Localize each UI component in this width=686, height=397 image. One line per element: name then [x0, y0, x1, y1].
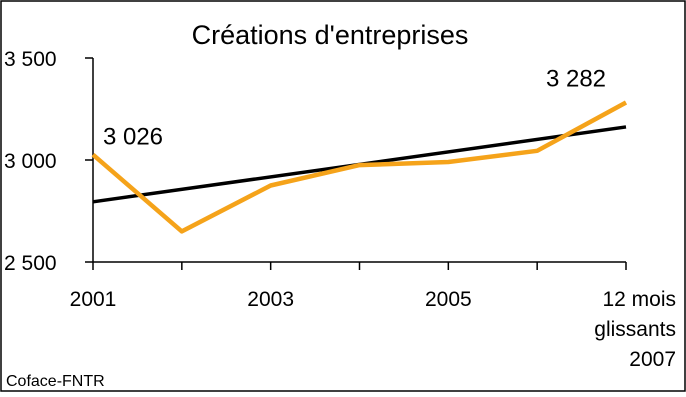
chart-title: Créations d'entreprises — [192, 20, 469, 50]
series-line — [91, 100, 628, 234]
data-label: 3 282 — [546, 65, 606, 92]
y-tick-label: 3 500 — [4, 48, 57, 71]
x-tick-label: 2003 — [247, 288, 294, 311]
x-axis: 2001 2003 2005 12 mois glissants 2007 — [70, 261, 676, 371]
source-label: Coface-FNTR — [6, 373, 105, 390]
y-axis: 2 500 3 000 3 500 — [4, 48, 94, 275]
x-tick-label: 2001 — [70, 288, 117, 311]
data-label: 3 026 — [103, 124, 163, 151]
x-tick-label: 2007 — [629, 348, 676, 371]
y-tick-label: 2 500 — [4, 252, 57, 275]
x-tick-label: 12 mois — [602, 288, 676, 311]
data-labels: 3 026 3 282 — [103, 65, 606, 150]
y-tick-label: 3 000 — [4, 150, 57, 173]
x-tick-label: glissants — [594, 318, 676, 341]
x-tick-label: 2005 — [425, 288, 472, 311]
